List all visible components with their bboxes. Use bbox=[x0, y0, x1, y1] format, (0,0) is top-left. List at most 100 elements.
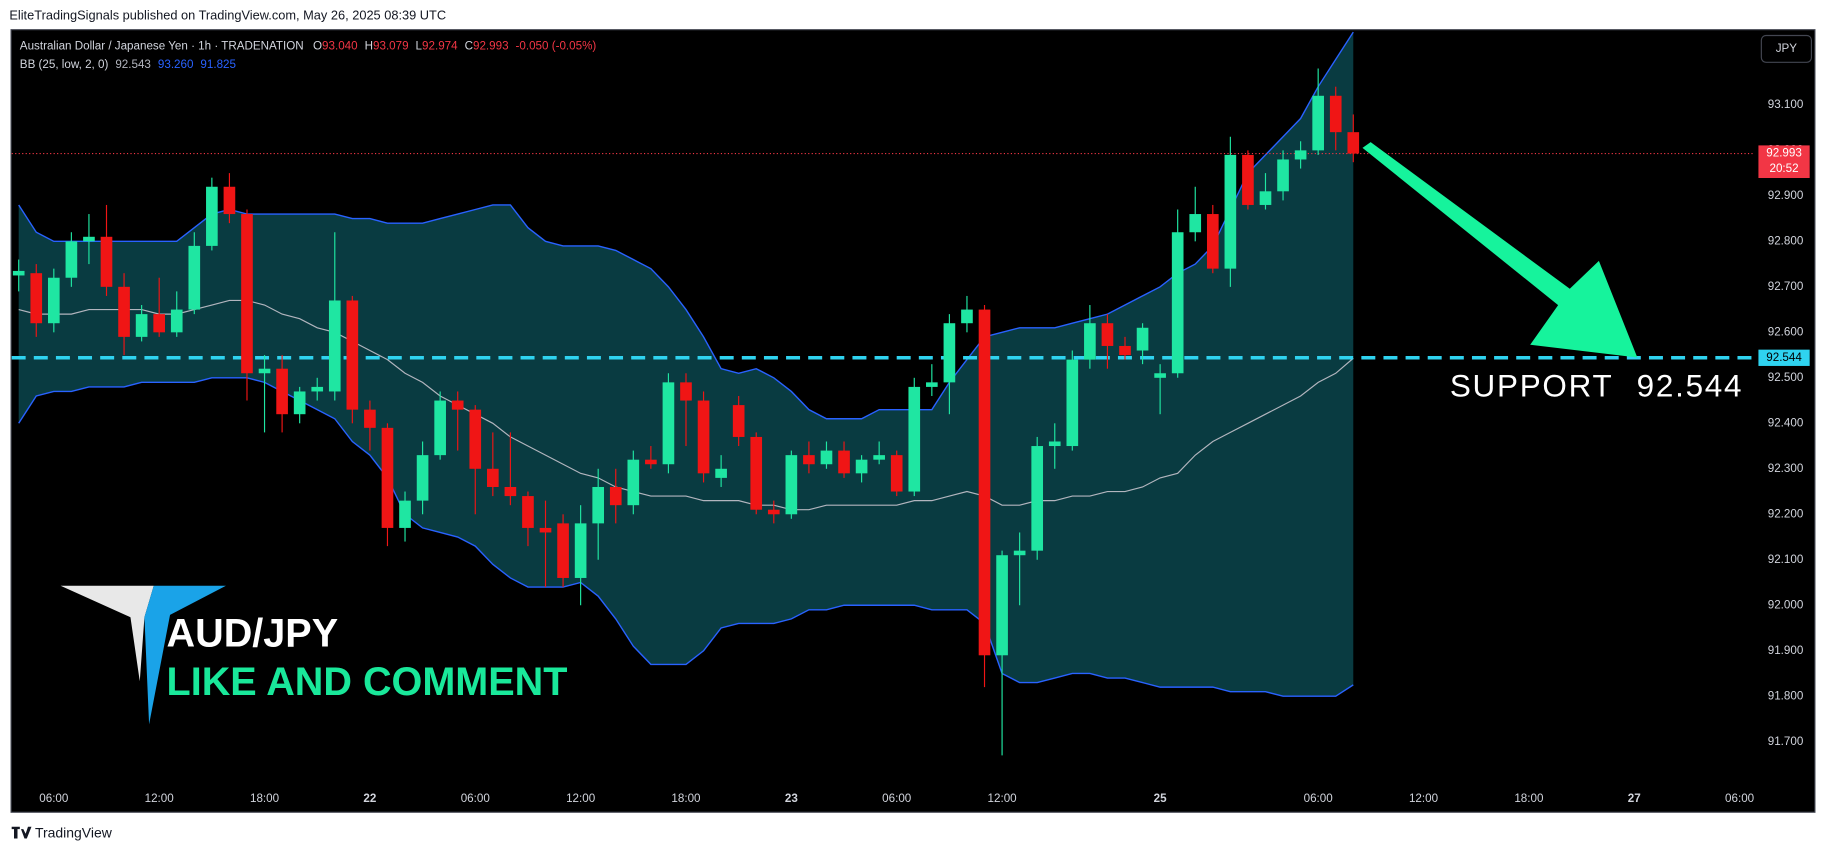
candle-body bbox=[293, 391, 306, 415]
candle-body bbox=[469, 409, 482, 469]
x-tick-label: 18:00 bbox=[1514, 792, 1544, 805]
support-tag-label: 92.544 bbox=[1766, 351, 1802, 364]
candle-body bbox=[1189, 214, 1202, 233]
x-tick-label: 22 bbox=[363, 792, 376, 805]
candle-body bbox=[996, 555, 1008, 656]
candle-body bbox=[978, 309, 991, 656]
footer-text: TradingView bbox=[35, 824, 113, 840]
ohlc-key: O bbox=[313, 40, 322, 53]
bb-value: 93.260 bbox=[158, 58, 194, 71]
candle-body bbox=[908, 386, 921, 492]
band-line bbox=[18, 377, 1354, 697]
candle-body bbox=[1206, 214, 1219, 269]
x-tick-label: 06:00 bbox=[1304, 792, 1334, 805]
bb-value: 91.825 bbox=[200, 58, 236, 71]
change: -0.050 (-0.05%) bbox=[516, 40, 597, 53]
candle-body bbox=[1031, 446, 1044, 551]
candle-body bbox=[1242, 154, 1254, 205]
support-tag bbox=[1758, 349, 1810, 366]
x-tick-label: 23 bbox=[785, 792, 798, 805]
ohlc-key: C bbox=[465, 40, 473, 53]
support-value: 92.544 bbox=[1637, 368, 1744, 403]
candle-body bbox=[943, 323, 956, 383]
x-tick-label: 12:00 bbox=[1409, 792, 1439, 805]
candle-body bbox=[645, 459, 657, 465]
candle-body bbox=[135, 314, 148, 337]
candle-body bbox=[1312, 95, 1324, 151]
y-tick-label: 92.300 bbox=[1768, 462, 1804, 475]
candle-body bbox=[276, 368, 288, 415]
y-tick-label: 92.000 bbox=[1768, 598, 1804, 611]
currency-button[interactable] bbox=[1760, 34, 1812, 63]
candle-body bbox=[188, 245, 201, 310]
candle-body bbox=[399, 500, 411, 528]
legend-line: Australian Dollar / Japanese Yen · 1h · … bbox=[20, 40, 597, 53]
candle-body bbox=[100, 236, 113, 287]
candle-body bbox=[1154, 373, 1166, 378]
candle-body bbox=[1347, 132, 1360, 154]
annotation-title: AUD/JPY bbox=[167, 611, 339, 655]
ohlc-key: H bbox=[365, 40, 373, 53]
candle-body bbox=[241, 214, 253, 374]
x-tick-label: 12:00 bbox=[988, 792, 1018, 805]
x-tick-label: 06:00 bbox=[882, 792, 912, 805]
x-tick-label: 27 bbox=[1628, 792, 1641, 805]
candle-body bbox=[206, 186, 218, 246]
bb-legend: BB (25, low, 2, 0) 92.543 93.260 91.825 bbox=[20, 58, 236, 71]
candle-body bbox=[750, 436, 763, 510]
candle-body bbox=[697, 400, 710, 474]
candle-body bbox=[1084, 323, 1096, 360]
candle-body bbox=[1066, 359, 1079, 447]
y-tick-label: 92.200 bbox=[1768, 507, 1804, 520]
candle-body bbox=[434, 400, 446, 456]
ohlc-key: L bbox=[416, 40, 423, 53]
y-tick-label: 92.400 bbox=[1768, 416, 1804, 429]
x-tick-label: 12:00 bbox=[145, 792, 175, 805]
candle-body bbox=[311, 386, 324, 392]
y-tick-label: 92.900 bbox=[1768, 189, 1804, 202]
candle-body bbox=[153, 314, 166, 333]
last-price-tag bbox=[1758, 145, 1810, 179]
candle-body bbox=[451, 400, 464, 410]
band-line bbox=[18, 31, 1354, 420]
x-tick-label: 18:00 bbox=[671, 792, 701, 805]
currency-label[interactable]: JPY bbox=[1776, 42, 1798, 55]
last-price-label: 92.993 bbox=[1766, 147, 1802, 160]
candle-body bbox=[65, 241, 78, 278]
footer-logo bbox=[11, 826, 32, 839]
candle-body bbox=[820, 450, 833, 465]
candle-body bbox=[1294, 150, 1307, 160]
candle-body bbox=[522, 496, 534, 528]
candle-body bbox=[609, 486, 622, 506]
y-tick-label: 92.700 bbox=[1768, 280, 1804, 293]
candle-body bbox=[1259, 191, 1272, 205]
candle-body bbox=[1224, 154, 1237, 269]
candle-body bbox=[627, 459, 640, 506]
annotation-subtitle: LIKE AND COMMENT bbox=[167, 660, 568, 704]
candle-body bbox=[504, 486, 517, 497]
x-tick-label: 06:00 bbox=[461, 792, 491, 805]
band-line bbox=[18, 299, 1354, 511]
candle-body bbox=[715, 468, 727, 478]
x-tick-label: 25 bbox=[1154, 792, 1167, 805]
countdown-label: 20:52 bbox=[1770, 162, 1799, 175]
logo-white bbox=[60, 585, 154, 682]
candle-body bbox=[1013, 550, 1026, 556]
candle-body bbox=[767, 509, 780, 515]
candle-body bbox=[1277, 159, 1289, 192]
candle-body bbox=[592, 486, 605, 524]
candle-body bbox=[12, 270, 25, 276]
x-tick-label: 06:00 bbox=[39, 792, 69, 805]
candle-body bbox=[223, 186, 236, 215]
candle-body bbox=[30, 273, 43, 324]
y-tick-label: 92.800 bbox=[1768, 234, 1804, 247]
candle-body bbox=[170, 309, 183, 333]
ohlc-value: 93.040 bbox=[322, 40, 358, 53]
bb-value: 92.543 bbox=[115, 58, 151, 71]
y-tick-label: 92.500 bbox=[1768, 371, 1804, 384]
candle-body bbox=[662, 382, 675, 465]
y-tick-label: 92.600 bbox=[1768, 325, 1804, 338]
y-tick-label: 93.100 bbox=[1768, 98, 1804, 111]
candle-body bbox=[346, 300, 359, 410]
candle-body bbox=[732, 405, 745, 437]
